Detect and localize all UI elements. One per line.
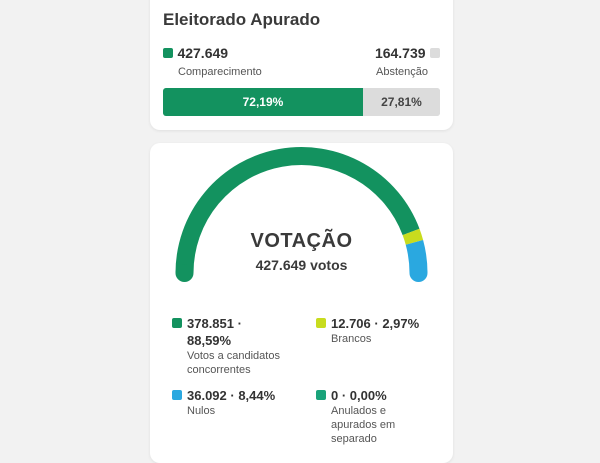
candidatos-label-line1: Votos a candidatos (187, 350, 280, 362)
legend-anulados: 0 · 0,00% Anulados e apurados em separad… (316, 387, 395, 446)
comparecimento-swatch (163, 47, 173, 58)
abstencao-swatch (430, 47, 440, 58)
abstencao-block: 164.739 Abstenção (375, 44, 440, 78)
gauge-cap-start (175, 264, 194, 282)
gauge-cap-end (409, 264, 428, 282)
nulos-swatch (172, 390, 182, 400)
turnout-bar: 72,19% 27,81% (163, 88, 440, 116)
turnout-card: Eleitorado Apurado 427.649 Compareciment… (150, 0, 453, 130)
anulados-value: 0 · 0,00% (331, 388, 387, 403)
gauge-segment-candidatos (175, 147, 420, 274)
candidatos-label-line2: concorrentes (187, 364, 251, 376)
brancos-swatch (316, 318, 326, 328)
legend-nulos: 36.092 · 8,44% Nulos (172, 387, 275, 418)
votacao-gauge (175, 147, 428, 282)
legend-candidatos: 378.851 · 88,59% Votos a candidatos conc… (172, 315, 280, 377)
legend-brancos: 12.706 · 2,97% Brancos (316, 315, 419, 346)
comparecimento-value: 427.649 (177, 44, 229, 61)
votacao-title: VOTAÇÃO (250, 230, 353, 252)
abstencao-bar-segment: 27,81% (362, 88, 440, 116)
nulos-value: 36.092 · 8,44% (187, 388, 276, 403)
votacao-card: VOTAÇÃO 427.649 votos 378.851 · 88,59% V… (150, 143, 453, 463)
brancos-value: 12.706 · 2,97% (331, 316, 420, 331)
candidatos-swatch (172, 318, 182, 328)
candidatos-value-line1: 378.851 · (187, 316, 242, 331)
candidatos-value-line2: 88,59% (187, 333, 232, 348)
anulados-label-line3: separado (331, 433, 377, 445)
comparecimento-bar-segment: 72,19% (163, 88, 363, 116)
abstencao-label: Abstenção (376, 66, 428, 78)
comparecimento-block: 427.649 Comparecimento (163, 44, 262, 78)
gauge-segment-brancos (402, 228, 424, 245)
anulados-label-line1: Anulados e (331, 405, 387, 417)
turnout-title: Eleitorado Apurado (163, 10, 321, 29)
nulos-label: Nulos (187, 405, 216, 417)
brancos-label: Brancos (331, 333, 372, 345)
abstencao-value: 164.739 (374, 44, 426, 61)
anulados-swatch (316, 390, 326, 400)
comparecimento-label: Comparecimento (178, 66, 262, 78)
anulados-label-line2: apurados em (331, 419, 396, 431)
votacao-subtitle: 427.649 votos (255, 257, 348, 273)
